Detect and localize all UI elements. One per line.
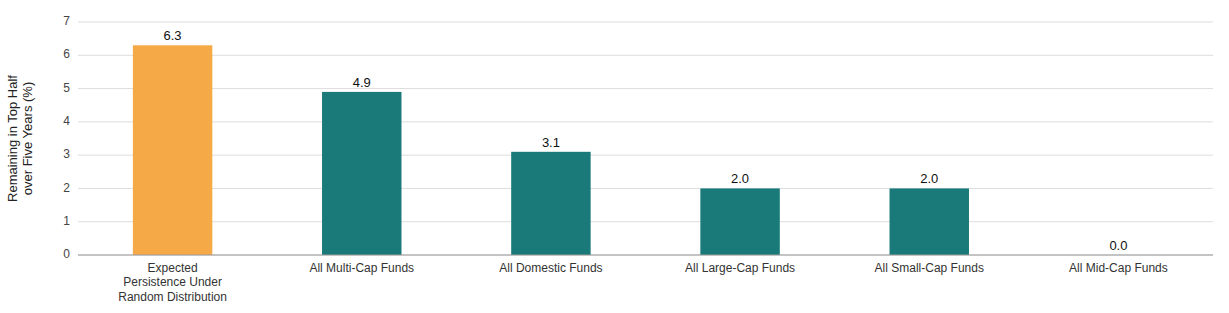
x-tick-label: ExpectedPersistence UnderRandom Distribu…: [118, 261, 227, 304]
grid-line: [78, 155, 1213, 156]
chart-svg: 0 1 2 3 4 5 6 7 Remaining in Top Halfover Five Y…: [0, 0, 1229, 313]
y-tick-label: 5: [63, 81, 70, 95]
data-label: 2.0: [731, 171, 749, 186]
bar: [700, 188, 779, 255]
y-axis: 0 1 2 3 4 5 6 7: [63, 14, 1213, 261]
y-tick-label: 1: [63, 214, 70, 228]
bar: [133, 45, 212, 255]
grid-line: [78, 221, 1213, 222]
grid-line: [78, 55, 1213, 56]
bars: [133, 45, 969, 255]
x-tick-label: All Large-Cap Funds: [685, 261, 795, 275]
data-labels: 6.3 4.9 3.1 2.0 2.0 0.0: [164, 28, 1128, 253]
y-tick-label: 4: [63, 114, 70, 128]
x-axis: ExpectedPersistence UnderRandom Distribu…: [118, 261, 1168, 304]
grid-line: [78, 22, 1213, 23]
grid-line: [78, 88, 1213, 89]
data-label: 4.9: [353, 75, 371, 90]
grid-line: [78, 188, 1213, 189]
y-tick-label: 0: [63, 247, 70, 261]
bar: [890, 188, 969, 255]
x-tick-label: All Domestic Funds: [499, 261, 602, 275]
data-label: 3.1: [542, 135, 560, 150]
y-tick-label: 3: [63, 147, 70, 161]
grid-line: [78, 255, 1213, 256]
y-axis-label: Remaining in Top Halfover Five Years (%): [5, 75, 36, 202]
grid-line: [78, 121, 1213, 122]
y-tick-label: 2: [63, 181, 70, 195]
data-label: 6.3: [164, 28, 182, 43]
x-tick-label: All Multi-Cap Funds: [309, 261, 414, 275]
y-tick-label: 7: [63, 14, 70, 28]
bar: [322, 92, 401, 255]
chart-container: 0 1 2 3 4 5 6 7 Remaining in Top Halfover Five Y…: [0, 0, 1229, 313]
x-axis-line: [78, 255, 1213, 256]
x-tick-label: All Small-Cap Funds: [875, 261, 984, 275]
x-tick-label: All Mid-Cap Funds: [1069, 261, 1168, 275]
data-label: 0.0: [1109, 238, 1127, 253]
bar: [511, 152, 590, 255]
data-label: 2.0: [920, 171, 938, 186]
y-tick-label: 6: [63, 47, 70, 61]
